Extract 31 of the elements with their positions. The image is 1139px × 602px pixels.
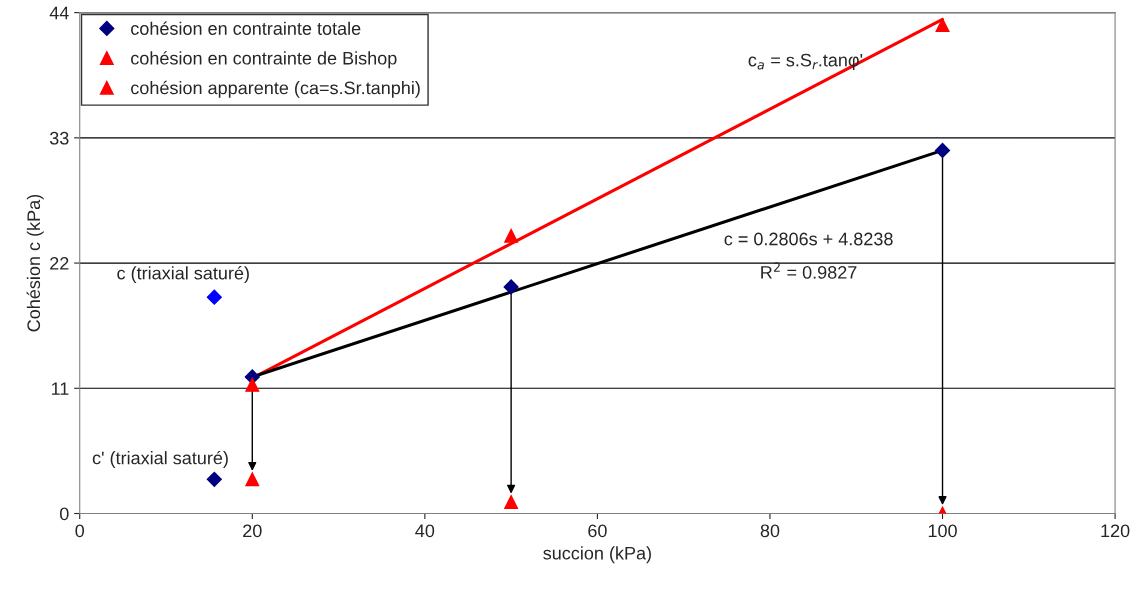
- point: [935, 18, 950, 33]
- x-tick-label: 40: [415, 524, 435, 538]
- x-tick-label: 120: [1101, 524, 1130, 538]
- y-tick-label: 44: [49, 6, 69, 20]
- point: [934, 142, 951, 158]
- x-tick-label: 80: [760, 524, 780, 538]
- point: [206, 289, 222, 305]
- legend-label: cohésion en contrainte de Bishop: [131, 51, 397, 69]
- legend-label: cohésion apparente (ca=s.Sr.tanphi): [131, 80, 420, 98]
- point: [503, 279, 519, 295]
- y-tick-label: 33: [49, 131, 69, 145]
- y-tick-label: 22: [50, 257, 69, 270]
- x-tick-label: 0: [75, 524, 85, 538]
- point: [245, 472, 260, 487]
- x-axis-title: succion (kPa): [543, 546, 651, 564]
- annotation: R$^{2}$ = 0.9827: [761, 262, 857, 279]
- y-tick-label: 11: [51, 382, 69, 395]
- x-tick-label: 60: [588, 524, 607, 538]
- annotation: c = 0.2806s + 4.8238: [724, 232, 893, 246]
- annotation: c$_{a}$ = s.S$_{r}$.tanφ': [748, 53, 863, 71]
- x-tick-label: 20: [243, 524, 262, 538]
- point: [206, 471, 222, 487]
- legend-label: cohésion en contrainte totale: [131, 21, 361, 35]
- annotation: c' (triaxial saturé): [92, 450, 228, 468]
- y-axis-title: Cohésion c (kPa): [26, 194, 44, 332]
- point: [245, 377, 260, 392]
- x-tick-label: 100: [928, 524, 957, 538]
- annotation: c (triaxial saturé): [117, 266, 249, 284]
- y-tick-label: 0: [59, 507, 69, 521]
- point: [504, 495, 519, 510]
- point: [504, 228, 519, 243]
